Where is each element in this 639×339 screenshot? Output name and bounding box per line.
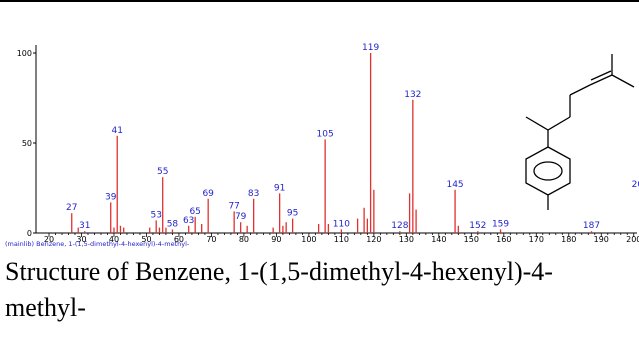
- peak-label: 132: [404, 90, 421, 100]
- y-tick-label: 0: [27, 229, 32, 238]
- x-tick-label: 80: [239, 235, 249, 244]
- x-tick-label: 20: [44, 235, 54, 244]
- y-tick-label: 50: [22, 139, 32, 148]
- peak-label: 27: [66, 203, 77, 213]
- x-tick-label: 150: [464, 235, 479, 244]
- peak-label: 128: [391, 221, 408, 231]
- peak-label: 105: [317, 129, 334, 139]
- peak-label: 91: [274, 183, 285, 193]
- peak-label: 31: [79, 221, 90, 231]
- y-tick-label: 100: [17, 49, 32, 58]
- peak-label: 110: [333, 219, 350, 229]
- x-tick-label: 120: [366, 235, 381, 244]
- x-tick-label: 190: [594, 235, 609, 244]
- x-tick-label: 200: [626, 235, 639, 244]
- peak-label: 119: [362, 43, 379, 53]
- peak-label: 63: [183, 216, 194, 226]
- x-tick-label: 160: [496, 235, 511, 244]
- peak-label: 58: [167, 219, 179, 229]
- peak-label: 53: [150, 210, 161, 220]
- peak-label: 65: [189, 207, 200, 217]
- x-tick-label: 50: [141, 235, 151, 244]
- library-source-label: (mainlib) Benzene, 1-(1,5-dimethyl-4-hex…: [5, 240, 190, 248]
- x-tick-label: 60: [174, 235, 184, 244]
- peak-label: 69: [202, 189, 214, 199]
- peak-label: 159: [492, 219, 509, 229]
- peak-label: 187: [583, 221, 600, 231]
- x-tick-label: 90: [271, 235, 281, 244]
- x-tick-label: 170: [529, 235, 544, 244]
- peak-label: 202: [632, 180, 639, 190]
- peak-label: 83: [248, 189, 259, 199]
- x-tick-label: 70: [206, 235, 216, 244]
- peak-label: 79: [235, 212, 247, 222]
- chart-axes: 0 50 100 20 30 40 50 60 70 80 90 100 110 120 130 140 150…: [17, 45, 639, 244]
- peak-label: 95: [287, 209, 298, 219]
- x-tick-label: 110: [334, 235, 349, 244]
- x-tick-label: 130: [399, 235, 414, 244]
- figure-caption: Structure of Benzene, 1-(1,5-dimethyl-4-…: [5, 257, 553, 322]
- molecule-structure: [525, 54, 635, 210]
- x-tick-label: 40: [109, 235, 119, 244]
- peak-bars: [71, 53, 593, 233]
- top-border: [0, 0, 639, 2]
- peak-label: 77: [228, 201, 239, 211]
- peak-label: 55: [157, 167, 168, 177]
- mass-spectrum-chart: 0 50 100 20 30 40 50 60 70 80 90 100 110 120 130 140 150…: [5, 43, 639, 248]
- x-tick-label: 140: [431, 235, 446, 244]
- peak-label: 39: [105, 192, 117, 202]
- peak-label: 152: [469, 221, 486, 231]
- peak-label: 145: [446, 180, 463, 190]
- x-tick-label: 30: [76, 235, 86, 244]
- x-tick-label: 100: [301, 235, 316, 244]
- peak-label: 41: [111, 126, 122, 136]
- x-tick-label: 180: [561, 235, 576, 244]
